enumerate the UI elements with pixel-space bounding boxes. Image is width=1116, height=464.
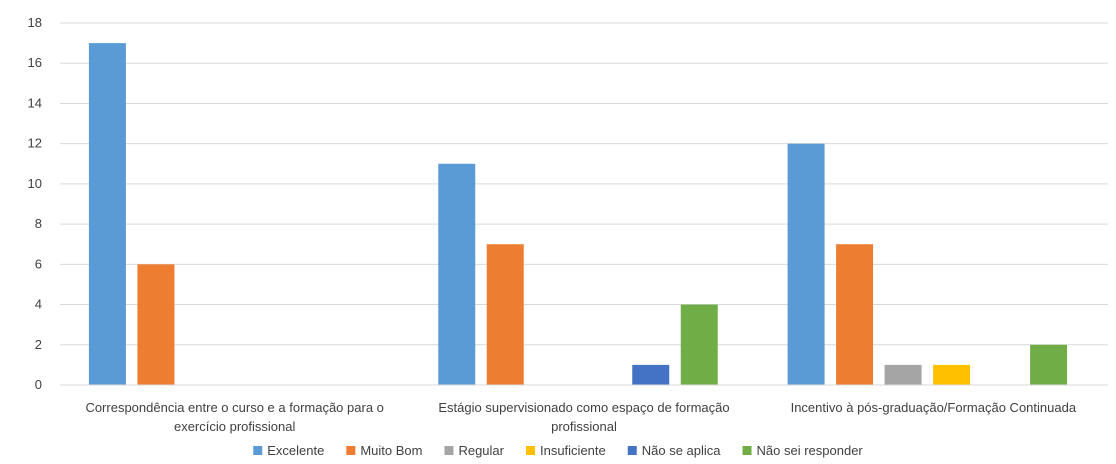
bar bbox=[486, 244, 524, 385]
y-tick-label: 18 bbox=[28, 15, 42, 30]
bar bbox=[1030, 344, 1068, 385]
bars bbox=[88, 43, 1068, 385]
legend-swatch bbox=[742, 446, 752, 455]
y-tick-label: 0 bbox=[35, 377, 42, 392]
legend: Excelente Muito Bom Regular Insuficiente Não… bbox=[253, 443, 863, 458]
y-tick-label: 10 bbox=[28, 176, 42, 191]
bar bbox=[88, 43, 126, 385]
legend-label: Muito Bom bbox=[360, 443, 422, 458]
bar bbox=[787, 143, 825, 385]
y-tick-label: 2 bbox=[35, 337, 42, 352]
legend-swatch bbox=[444, 446, 454, 455]
bar bbox=[884, 364, 922, 385]
legend-label: Excelente bbox=[267, 443, 324, 458]
category-labels: Correspondência entre o curso e a formaç… bbox=[85, 400, 1076, 434]
category-label: Estágio supervisionado como espaço de fo… bbox=[438, 400, 729, 415]
legend-label: Regular bbox=[458, 443, 504, 458]
legend-label: Insuficiente bbox=[540, 443, 606, 458]
category-label: Incentivo à pós-graduação/Formação Conti… bbox=[791, 400, 1077, 415]
y-tick-label: 4 bbox=[35, 297, 42, 312]
gridlines bbox=[60, 22, 1108, 346]
category-label: exercício profissional bbox=[174, 419, 295, 434]
y-tick-label: 8 bbox=[35, 216, 42, 231]
bar bbox=[836, 244, 874, 385]
legend-swatch bbox=[346, 446, 356, 455]
legend-swatch bbox=[627, 446, 637, 455]
legend-swatch bbox=[525, 446, 535, 455]
y-tick-label: 6 bbox=[35, 256, 42, 271]
y-axis-ticks: 0 2 4 6 8 10 12 14 16 18 bbox=[28, 15, 42, 392]
y-tick-label: 14 bbox=[28, 95, 42, 110]
bar bbox=[137, 264, 175, 385]
legend-label: Não sei responder bbox=[757, 443, 864, 458]
legend-swatch bbox=[253, 446, 263, 455]
bar bbox=[438, 163, 476, 385]
category-label: Correspondência entre o curso e a formaç… bbox=[85, 400, 383, 415]
legend-label: Não se aplica bbox=[642, 443, 722, 458]
y-tick-label: 16 bbox=[28, 55, 42, 70]
bar bbox=[933, 364, 971, 385]
bar bbox=[632, 364, 670, 385]
category-label: profissional bbox=[551, 419, 617, 434]
bar bbox=[680, 304, 718, 385]
y-tick-label: 12 bbox=[28, 136, 42, 151]
